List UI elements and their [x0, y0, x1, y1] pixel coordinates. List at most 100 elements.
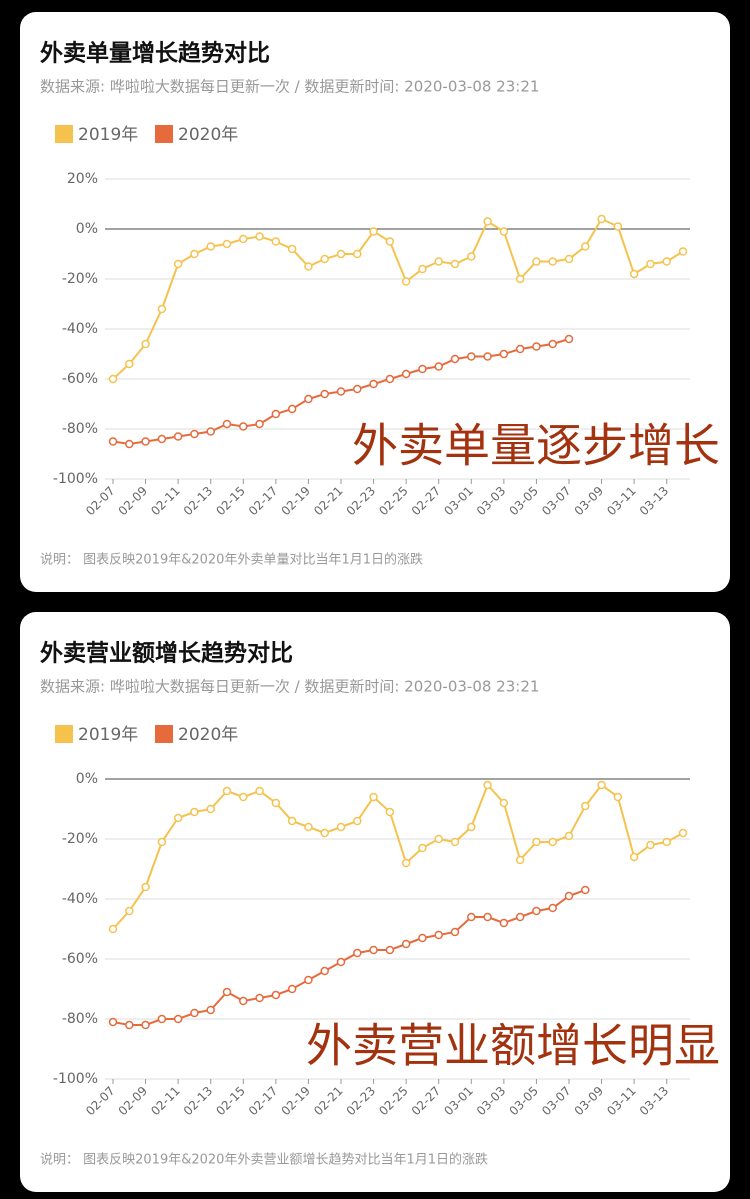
data-point — [190, 249, 199, 259]
data-point — [271, 990, 281, 1000]
chart-subtitle: 数据来源: 哗啦啦大数据每日更新一次 / 数据更新时间: 2020-03-08 … — [40, 78, 539, 96]
data-point — [190, 807, 199, 817]
annotation: 外卖营业额增长明显 — [306, 1019, 720, 1073]
data-point — [499, 918, 509, 928]
y-tick-label: -20% — [62, 271, 98, 287]
data-point — [564, 254, 574, 264]
card — [20, 612, 730, 1192]
y-tick-label: -80% — [62, 421, 98, 437]
y-tick-label: -40% — [62, 321, 98, 337]
data-point — [173, 259, 183, 269]
data-point — [629, 852, 639, 862]
data-point — [515, 855, 525, 865]
data-point — [434, 834, 443, 844]
data-point — [320, 389, 329, 399]
annotation: 外卖单量逐步增长 — [352, 419, 720, 473]
legend-label: 2020年 — [178, 125, 238, 145]
data-point — [629, 269, 639, 279]
legend-swatch — [155, 725, 173, 743]
data-point — [401, 939, 411, 949]
data-point — [401, 369, 411, 379]
data-point — [385, 237, 395, 246]
data-point — [434, 362, 443, 371]
data-point — [222, 239, 232, 249]
data-point — [467, 352, 476, 361]
data-point — [646, 840, 655, 850]
y-tick-label: 0% — [76, 221, 98, 237]
data-point — [483, 217, 492, 226]
data-point — [564, 334, 574, 344]
data-point — [190, 429, 199, 439]
data-point — [255, 232, 264, 241]
data-point — [499, 798, 509, 808]
data-point — [206, 1005, 215, 1015]
legend-swatch — [155, 125, 173, 143]
data-point — [369, 945, 378, 955]
data-point — [336, 249, 346, 259]
data-point — [418, 843, 427, 853]
data-point — [255, 786, 264, 796]
data-point — [304, 975, 313, 985]
data-point — [157, 837, 167, 847]
data-point — [564, 831, 574, 841]
y-tick-label: 20% — [67, 171, 98, 187]
data-point — [450, 354, 460, 364]
data-point — [418, 264, 427, 274]
data-point — [369, 792, 378, 802]
y-tick-label: -100% — [53, 471, 98, 487]
chart-note: 说明： 图表反映2019年&2020年外卖单量对比当年1月1日的涨跌 — [40, 552, 423, 568]
data-point — [141, 1020, 150, 1030]
data-point — [548, 903, 557, 913]
data-point — [239, 792, 248, 802]
data-point — [385, 807, 395, 817]
data-point — [434, 257, 443, 266]
data-point — [320, 966, 329, 976]
data-point — [532, 342, 541, 351]
y-tick-label: 0% — [76, 771, 98, 787]
data-point — [173, 813, 183, 823]
chart-title: 外卖单量增长趋势对比 — [40, 40, 270, 67]
data-point — [369, 227, 378, 236]
data-point — [564, 891, 574, 901]
data-point — [304, 822, 313, 832]
data-point — [239, 996, 248, 1006]
y-tick-label: -40% — [62, 891, 98, 907]
data-point — [450, 837, 460, 847]
data-point — [532, 257, 541, 266]
data-point — [483, 780, 492, 790]
data-point — [597, 214, 606, 224]
data-point — [418, 933, 427, 943]
data-point — [336, 822, 346, 832]
data-point — [532, 837, 541, 847]
data-point — [173, 432, 183, 441]
data-point — [271, 409, 281, 419]
y-tick-label: -100% — [53, 1071, 98, 1087]
data-point — [401, 858, 411, 868]
data-point — [646, 259, 655, 269]
legend-label: 2020年 — [178, 725, 238, 745]
data-point — [125, 1020, 134, 1030]
data-point — [108, 924, 118, 934]
chart-note: 说明： 图表反映2019年&2020年外卖营业额增长趋势对比当年1月1日的涨跌 — [40, 1152, 488, 1168]
data-point — [483, 912, 492, 922]
data-point — [222, 786, 232, 796]
data-point — [239, 234, 248, 244]
data-point — [548, 257, 557, 266]
data-point — [678, 247, 688, 256]
data-point — [304, 262, 313, 271]
chart-subtitle: 数据来源: 哗啦啦大数据每日更新一次 / 数据更新时间: 2020-03-08 … — [40, 678, 539, 696]
data-point — [190, 1008, 199, 1018]
data-point — [320, 254, 329, 264]
data-point — [369, 379, 378, 389]
data-point — [173, 1014, 183, 1024]
data-point — [206, 804, 215, 814]
legend-label: 2019年 — [78, 125, 138, 145]
data-point — [434, 930, 443, 940]
data-point — [467, 252, 476, 261]
data-point — [108, 437, 118, 446]
data-point — [271, 237, 281, 246]
data-point — [418, 364, 427, 374]
data-point — [304, 394, 313, 404]
